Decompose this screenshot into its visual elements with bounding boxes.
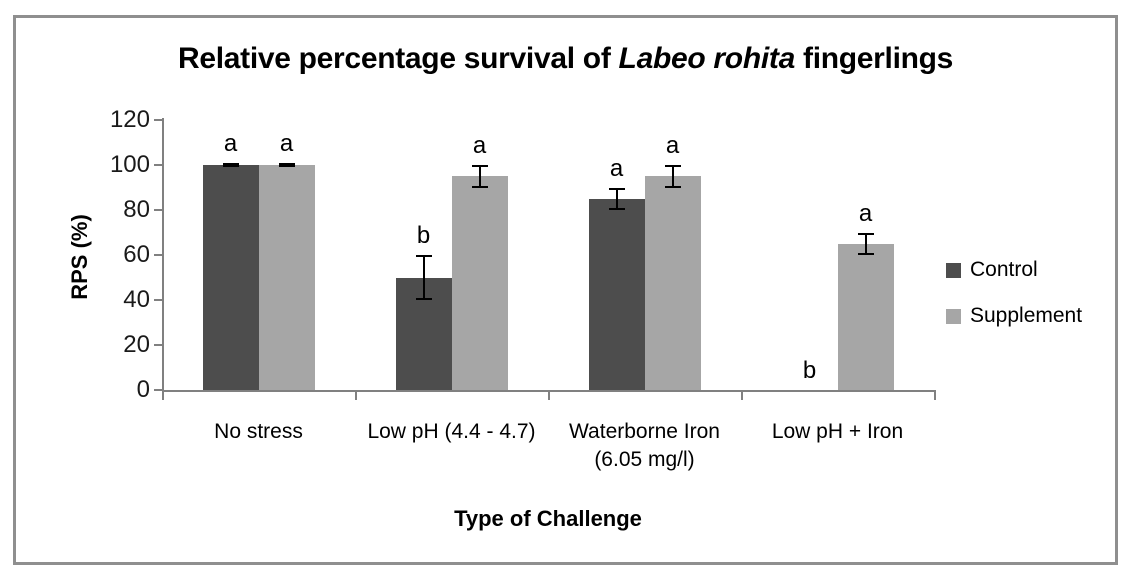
error-bar [471,165,488,188]
significance-letter: a [472,132,487,159]
y-tick-label: 40 [123,286,150,313]
error-bar-cap-bottom [857,253,874,255]
error-bar-line [864,232,867,255]
y-tick-label: 100 [109,151,150,178]
x-tick-mark [741,392,743,400]
significance-letter: a [279,129,294,157]
bar-control [202,165,259,390]
legend-swatch-supplement [946,308,961,324]
y-tick-mark [154,254,162,256]
x-tick-mark [162,392,164,400]
y-tick-label: 60 [123,241,150,268]
x-category-label: Low pH (4.4 - 4.7) [367,420,536,443]
y-tick-label: 80 [123,196,150,223]
significance-letter: b [802,357,817,384]
y-tick-label: 20 [123,331,150,358]
y-tick-mark [154,344,162,346]
error-bar-cap-top [664,165,681,167]
legend-label: Supplement [970,304,1083,327]
error-bar [278,162,295,168]
error-bar-line [478,165,481,188]
legend-item-supplement: Supplement [946,305,1082,327]
error-bar-cap-bottom [608,208,625,210]
error-bar-line [229,162,232,168]
y-tick-mark [154,389,162,391]
significance-letter: a [223,129,238,157]
x-category-label: Low pH + Iron [771,420,904,443]
title-text-post: fingerlings [794,42,954,75]
y-tick-mark [154,299,162,301]
error-bar-cap-top [608,187,625,190]
significance-letter: b [416,222,431,249]
error-bar-cap-bottom [664,185,681,188]
x-tick-mark [548,392,550,400]
y-axis-line [162,118,164,392]
error-bar-cap-bottom [415,298,432,300]
error-bar [222,162,239,168]
error-bar-cap-top [471,165,488,167]
y-tick-mark [154,209,162,211]
error-bar [857,232,874,255]
y-tick-label: 0 [136,376,150,403]
x-axis-line [162,390,936,392]
bar-supplement [258,165,315,390]
error-bar-cap-bottom [471,185,488,188]
error-bar-line [615,187,618,210]
chart-title: Relative percentage survival of Labeo ro… [13,42,1118,76]
legend-item-control: Control [946,259,1038,281]
error-bar-cap-bottom [222,165,239,168]
y-tick-mark [154,164,162,166]
bar-control [588,198,645,390]
error-bar-cap-top [415,255,432,257]
bar-supplement [644,176,701,390]
error-bar [664,165,681,188]
y-tick-mark [154,119,162,121]
title-species-name: Labeo rohita [618,42,796,75]
significance-letter: a [665,132,680,159]
error-bar [415,255,432,300]
error-bar-line [671,165,674,188]
error-bar-cap-top [857,232,874,235]
error-bar-cap-top [278,162,295,165]
error-bar [608,187,625,210]
error-bar-line [285,162,288,168]
x-axis-title: Type of Challenge [454,506,642,531]
title-text-pre: Relative percentage survival of [177,42,619,75]
x-tick-mark [934,392,936,400]
bar-supplement [451,176,508,390]
error-bar-cap-bottom [278,165,295,168]
error-bar-cap-top [222,162,239,165]
significance-letter: a [858,199,873,227]
chart-frame [13,15,1118,565]
legend-label: Control [970,258,1038,281]
error-bar-line [422,255,425,300]
x-category-label: No stress [214,420,303,443]
bar-supplement [837,243,894,390]
significance-letter: a [609,154,624,182]
x-category-label: Waterborne Iron (6.05 mg/l) [569,420,720,471]
y-tick-label: 120 [109,106,150,133]
x-tick-mark [355,392,357,400]
legend-swatch-control [946,262,961,278]
